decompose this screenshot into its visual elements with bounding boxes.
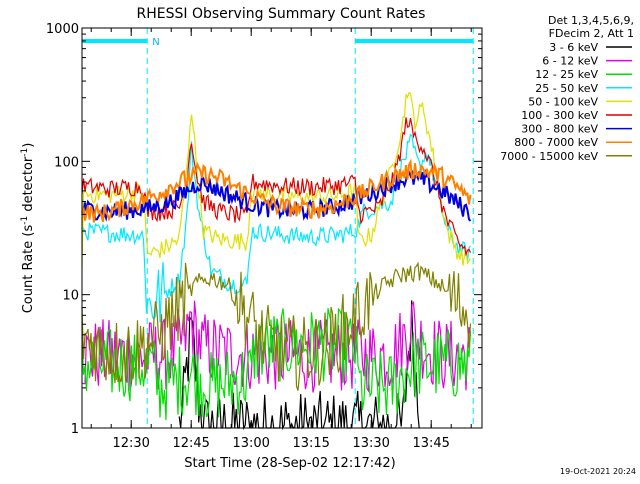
y-tick-label: 1 xyxy=(71,422,79,437)
series-line xyxy=(81,133,471,323)
series-line xyxy=(81,91,472,269)
series-line xyxy=(81,158,472,223)
y-axis-label-mid: detector xyxy=(21,156,36,216)
y-axis-label: Count Rate (s-1 detector-1) xyxy=(20,143,36,314)
axes-group: 12:30 12:45 13:00 13:15 13:30 13:45 1 10 100 1000 xyxy=(46,22,482,451)
y-axis-label-prefix: Count Rate (s xyxy=(21,225,36,314)
legend-entry-label: 800 - 7000 keV xyxy=(514,136,598,149)
x-tick-label: 13:15 xyxy=(292,436,329,451)
x-tick-label: 13:45 xyxy=(412,436,449,451)
y-axis-label-suffix: ) xyxy=(21,143,36,148)
series-group xyxy=(81,91,472,431)
chart-title: RHESSI Observing Summary Count Rates xyxy=(137,6,426,22)
legend-entry-label: 100 - 300 keV xyxy=(521,109,598,122)
x-tick-label: 13:30 xyxy=(352,436,389,451)
y-tick-label: 100 xyxy=(54,155,79,170)
timestamp: 19-Oct-2021 20:24 xyxy=(560,467,636,476)
x-axis-label: Start Time (28-Sep-02 12:17:42) xyxy=(184,456,395,471)
legend-entry-label: 50 - 100 keV xyxy=(528,95,598,108)
x-tick-label: 13:00 xyxy=(232,436,269,451)
legend-entry-label: 7000 - 15000 keV xyxy=(500,150,598,163)
y-axis-label-sup1: -1 xyxy=(20,216,30,225)
legend-entry-label: 300 - 800 keV xyxy=(521,123,598,136)
night-label: N xyxy=(152,37,159,48)
legend-entry-label: 6 - 12 keV xyxy=(542,55,598,68)
legend-header-line2: FDecim 2, Att 1 xyxy=(549,27,634,40)
x-tick-label: 12:45 xyxy=(172,436,209,451)
x-tick-label: 12:30 xyxy=(112,436,149,451)
series-line xyxy=(81,261,472,391)
legend-entry-label: 3 - 6 keV xyxy=(549,41,598,54)
legend-entry-label: 25 - 50 keV xyxy=(535,82,598,95)
plot-frame xyxy=(81,27,483,429)
y-tick-label: 10 xyxy=(62,289,79,304)
y-axis-label-sup2: -1 xyxy=(20,148,30,157)
legend-entry-label: 12 - 25 keV xyxy=(535,68,598,81)
legend-header-line1: Det 1,3,4,5,6,9, xyxy=(548,14,634,27)
y-tick-label: 1000 xyxy=(46,22,79,37)
